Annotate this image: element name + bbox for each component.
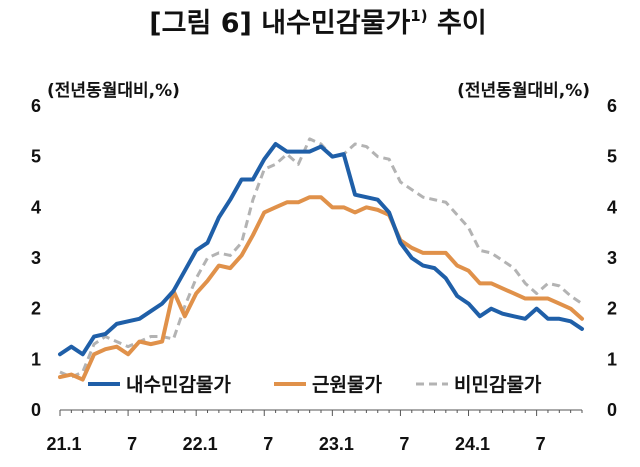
chart-title: [그림 6] 내수민감물가1) 추이 xyxy=(149,7,486,39)
chart-title-sup: 1) xyxy=(410,7,427,25)
y-tick-right: 3 xyxy=(607,248,617,268)
y-tick-right: 6 xyxy=(607,96,617,116)
series-line-1 xyxy=(58,195,584,382)
x-tick-label: 7 xyxy=(399,434,409,454)
y-axis-left: 0 1 2 3 4 5 6 xyxy=(31,96,41,420)
series-layer xyxy=(58,137,584,382)
legend: 내수민감물가 근원물가 비민감물가 xyxy=(88,374,542,396)
x-tick-label: 24.1 xyxy=(455,434,490,454)
y-tick-right: 4 xyxy=(607,197,617,217)
legend-label-0: 내수민감물가 xyxy=(126,374,231,396)
legend-label-2: 비민감물가 xyxy=(454,374,542,396)
x-tick-label: 7 xyxy=(263,434,273,454)
chart-title-suffix: 추이 xyxy=(428,8,487,39)
y-tick-right: 0 xyxy=(607,400,617,420)
x-tick-label: 7 xyxy=(536,434,546,454)
y-tick-left: 6 xyxy=(31,96,41,116)
x-tick-label: 23.1 xyxy=(319,434,354,454)
series-line-0 xyxy=(58,142,584,357)
y-axis-unit-left: (전년동월대비,%) xyxy=(47,81,180,101)
y-tick-right: 1 xyxy=(607,349,617,369)
x-tick-label: 22.1 xyxy=(183,434,218,454)
y-axis-right: 0 1 2 3 4 5 6 xyxy=(607,96,617,420)
x-tick-label: 7 xyxy=(127,434,137,454)
y-tick-left: 4 xyxy=(31,197,41,217)
y-tick-left: 1 xyxy=(31,349,41,369)
y-tick-right: 2 xyxy=(607,299,617,319)
x-tick-label: 21.1 xyxy=(46,434,81,454)
legend-label-1: 근원물가 xyxy=(312,374,382,396)
y-tick-left: 3 xyxy=(31,248,41,268)
chart-title-main: [그림 6] 내수민감물가 xyxy=(149,8,410,39)
x-axis: 21.1 7 22.1 7 23.1 7 24.1 7 xyxy=(46,410,583,454)
y-tick-left: 5 xyxy=(31,147,41,167)
y-axis-unit-right: (전년동월대비,%) xyxy=(457,81,590,101)
series-line-2 xyxy=(59,137,583,379)
y-tick-left: 2 xyxy=(31,299,41,319)
y-tick-left: 0 xyxy=(31,400,41,420)
y-tick-right: 5 xyxy=(607,147,617,167)
